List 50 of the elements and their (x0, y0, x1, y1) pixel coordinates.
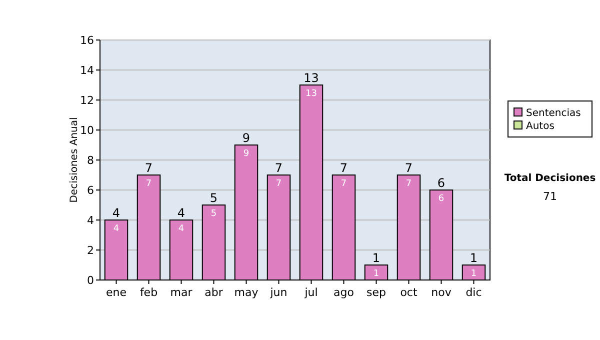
y-tick-label: 4 (87, 214, 94, 227)
x-tick-label: ago (334, 286, 354, 299)
y-tick-label: 12 (80, 94, 94, 107)
total-label: 4 (112, 206, 120, 220)
total-label: 7 (340, 161, 348, 175)
x-tick-label: nov (431, 286, 452, 299)
total-label: 7 (274, 161, 283, 175)
x-tick-label: may (234, 286, 259, 299)
x-tick-label: jun (269, 286, 288, 299)
data-label: 7 (276, 179, 282, 189)
y-tick-label: 2 (87, 244, 94, 257)
y-tick-label: 6 (87, 184, 94, 197)
total-label: 9 (242, 131, 250, 145)
data-label: 4 (178, 224, 184, 234)
data-label: 1 (470, 269, 477, 279)
data-label: 9 (243, 149, 250, 159)
text: Total Decisiones (504, 173, 596, 184)
x-tick-label: ene (106, 286, 127, 299)
data-label: 5 (210, 209, 217, 219)
total-label: 1 (470, 251, 478, 265)
data-label: 7 (406, 179, 412, 189)
legend-label: Sentencias (526, 108, 581, 119)
total-label: 6 (437, 176, 446, 190)
data-label: 7 (340, 179, 347, 189)
y-axis-title: Decisiones Anual (69, 117, 80, 203)
y-tick-label: 0 (87, 274, 94, 287)
y-tick-label: 8 (87, 154, 94, 167)
x-tick-label: sep (366, 286, 386, 299)
total-label: 7 (404, 161, 413, 175)
total-label: 13 (304, 71, 319, 85)
total-label: 5 (210, 191, 218, 205)
y-tick-label: 16 (80, 34, 94, 47)
total-label: 7 (144, 161, 153, 175)
y-tick-label: 10 (80, 124, 94, 137)
text: 71 (543, 190, 557, 203)
data-label: 7 (146, 179, 152, 189)
data-label: 13 (306, 89, 317, 99)
x-tick-label: dic (466, 286, 482, 299)
x-tick-label: oct (400, 286, 418, 299)
data-label: 6 (438, 194, 444, 204)
data-label: 1 (373, 269, 380, 279)
x-tick-label: jul (304, 286, 318, 299)
legend-label: Autos (526, 121, 554, 132)
x-tick-label: abr (204, 286, 224, 299)
total-label: 1 (372, 251, 380, 265)
x-tick-label: mar (170, 286, 193, 299)
data-label: 4 (113, 224, 120, 234)
y-tick-label: 14 (80, 64, 94, 77)
total-label: 4 (177, 206, 186, 220)
x-tick-label: feb (140, 286, 158, 299)
